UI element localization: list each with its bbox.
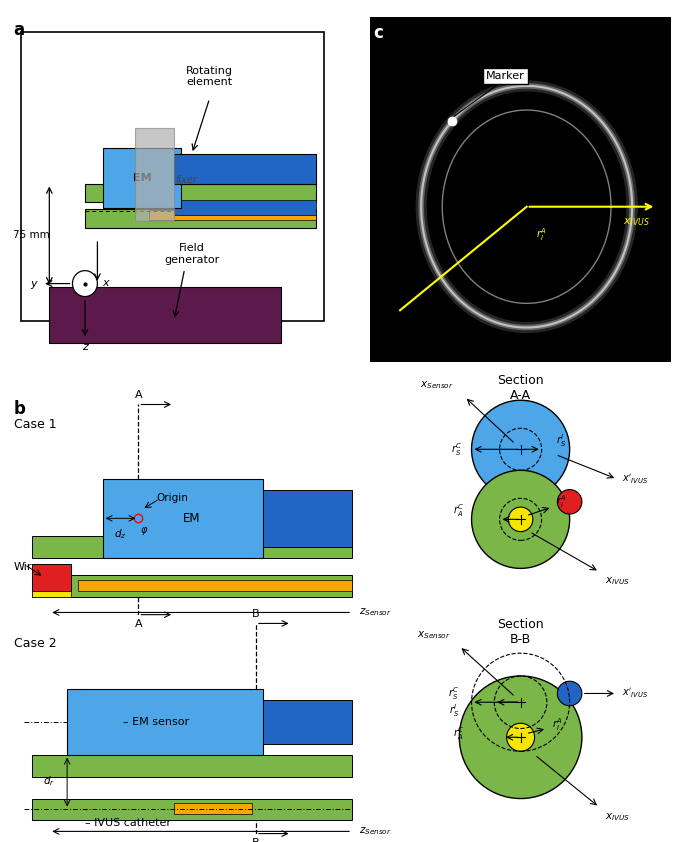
Text: x: x	[103, 278, 110, 288]
Text: Section
B-B: Section B-B	[497, 618, 544, 646]
Text: $x_{Sensor}$: $x_{Sensor}$	[417, 629, 451, 641]
Text: EM: EM	[183, 512, 201, 525]
Text: $d_z$: $d_z$	[114, 527, 127, 541]
Circle shape	[73, 270, 97, 296]
Text: 75 mm: 75 mm	[13, 231, 50, 241]
Text: $d_r$: $d_r$	[42, 774, 55, 788]
Bar	[32, 536, 352, 557]
Text: $r_I^A$: $r_I^A$	[556, 493, 566, 510]
Text: $r_I^A$: $r_I^A$	[536, 226, 547, 242]
Text: EM: EM	[133, 173, 151, 183]
Text: Field
generator: Field generator	[164, 243, 219, 265]
Text: Marker: Marker	[486, 71, 525, 81]
Text: y: y	[30, 279, 36, 289]
Bar	[32, 564, 71, 590]
Text: A: A	[134, 390, 142, 400]
Bar	[32, 575, 352, 597]
Bar	[85, 210, 316, 228]
Bar	[78, 579, 352, 590]
Bar	[32, 590, 71, 597]
Circle shape	[558, 489, 582, 514]
Text: – EM sensor: – EM sensor	[123, 717, 189, 727]
Bar	[174, 154, 316, 184]
Text: $r_S^I$: $r_S^I$	[449, 702, 460, 719]
Text: B: B	[252, 609, 260, 619]
Circle shape	[471, 400, 570, 498]
Text: Case 2: Case 2	[14, 637, 56, 649]
Bar	[174, 200, 316, 215]
Text: Section
A-A: Section A-A	[497, 374, 544, 402]
Text: $x_{Sensor}$: $x_{Sensor}$	[421, 380, 454, 392]
Bar	[32, 798, 352, 820]
Bar	[85, 184, 316, 202]
Text: z: z	[82, 342, 88, 352]
FancyBboxPatch shape	[21, 32, 323, 321]
Bar	[263, 490, 352, 546]
Circle shape	[471, 471, 570, 568]
Text: $\varphi$: $\varphi$	[140, 525, 149, 537]
Bar	[149, 210, 316, 220]
Bar	[67, 689, 263, 754]
Text: Rotating
element: Rotating element	[186, 66, 233, 88]
Bar	[32, 754, 352, 776]
Text: B: B	[252, 838, 260, 842]
Text: a: a	[14, 20, 25, 39]
Circle shape	[507, 723, 534, 751]
Text: $x_{IVUS}$: $x_{IVUS}$	[623, 216, 650, 228]
Bar	[135, 128, 174, 221]
Text: $r_I^A$: $r_I^A$	[552, 717, 563, 733]
Circle shape	[508, 507, 533, 531]
Text: $r_S^C$: $r_S^C$	[448, 685, 460, 702]
Text: Wire: Wire	[14, 562, 39, 572]
Text: $x'_{IVUS}$: $x'_{IVUS}$	[622, 687, 649, 701]
Text: $r_S^C$: $r_S^C$	[451, 441, 463, 458]
Text: $r_S^I$: $r_S^I$	[556, 432, 566, 449]
Text: Case 1: Case 1	[14, 418, 56, 430]
Text: A: A	[134, 619, 142, 629]
Text: $x'_{IVUS}$: $x'_{IVUS}$	[622, 472, 649, 486]
Text: c: c	[373, 24, 383, 42]
Text: Origin: Origin	[156, 493, 188, 503]
Text: fixer: fixer	[176, 175, 198, 185]
Bar	[103, 479, 263, 557]
Bar	[103, 148, 181, 208]
Bar	[49, 287, 281, 343]
Text: $x_{IVUS}$: $x_{IVUS}$	[605, 575, 630, 587]
Text: $z_{Sensor}$: $z_{Sensor}$	[359, 606, 392, 618]
Text: $z_{Sensor}$: $z_{Sensor}$	[359, 825, 392, 837]
Text: $r_A^C$: $r_A^C$	[453, 725, 464, 742]
Circle shape	[558, 681, 582, 706]
Text: $r_A^C$: $r_A^C$	[453, 502, 464, 519]
Bar	[174, 803, 252, 814]
Bar	[263, 700, 352, 743]
Text: – IVUS catheter: – IVUS catheter	[85, 818, 171, 829]
Text: $x_{IVUS}$: $x_{IVUS}$	[605, 811, 630, 823]
Text: b: b	[14, 400, 25, 418]
Circle shape	[460, 676, 582, 798]
